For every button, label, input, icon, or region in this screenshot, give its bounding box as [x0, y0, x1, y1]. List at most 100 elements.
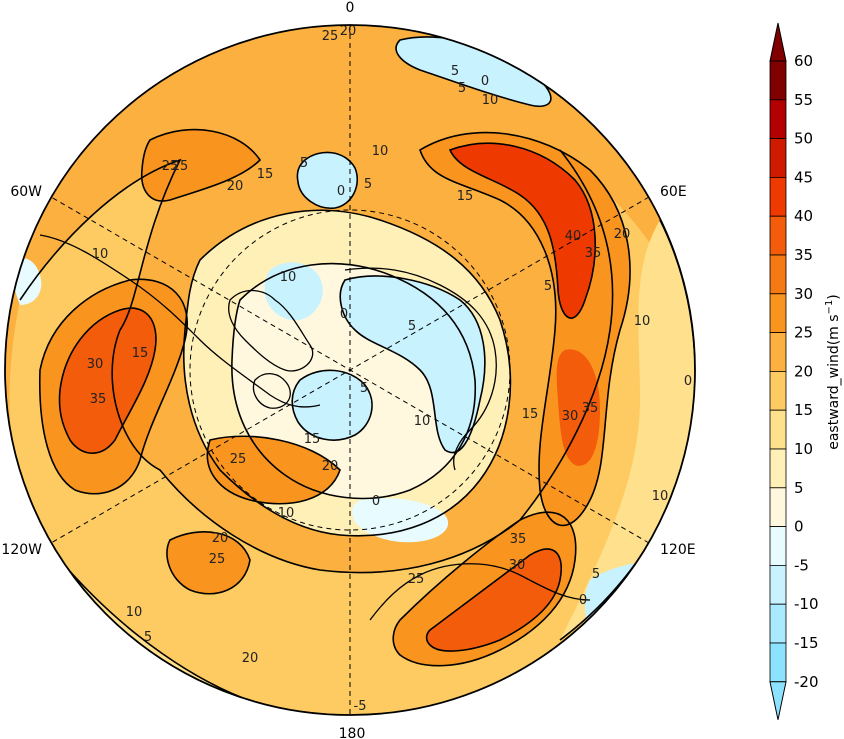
- lon-label-0: 0: [346, 0, 355, 16]
- coastline-arctic-islands: [252, 373, 291, 409]
- region-easterly-top: [396, 36, 551, 107]
- contour-label: 0: [337, 184, 345, 199]
- contour-label: 25: [209, 552, 226, 567]
- contour-line: [166, 531, 251, 595]
- contour-label-layer: 25 20505102520151540352051003035151035302…: [87, 24, 692, 714]
- contour-label: 25: [408, 572, 425, 587]
- colorbar-tick-label: 15: [794, 401, 813, 419]
- colorbar-tick-label: 5: [794, 479, 804, 497]
- contour-label: 10: [372, 144, 389, 159]
- colorbar-tick-label: -10: [794, 595, 819, 613]
- map-border: [4, 24, 696, 716]
- colorbar-tick-label: 60: [794, 52, 813, 70]
- region-easterly-n: [297, 152, 358, 209]
- colorbar-tick-label: 50: [794, 130, 813, 148]
- lon-label-60e: 60E: [660, 184, 687, 200]
- graticule: [50, 25, 650, 715]
- jet-north: [141, 129, 260, 201]
- colorbar-tick-label: 25: [794, 324, 813, 342]
- colorbar-swatch: [769, 642, 787, 683]
- contour-label: 25: [172, 159, 189, 174]
- contour-label: 15: [522, 407, 539, 422]
- contour-label: 40: [565, 229, 582, 244]
- contour-label: 5: [364, 177, 372, 192]
- colorbar-tick-label: -15: [794, 634, 819, 652]
- contour-label: 10: [482, 93, 499, 108]
- contour-line: [141, 128, 262, 202]
- contour-label: 10: [652, 489, 669, 504]
- contour-label: 5: [451, 64, 459, 79]
- contour-line: [206, 435, 341, 505]
- contour-line: [448, 142, 597, 319]
- contour-label: 10: [92, 247, 109, 262]
- region-easterly-pole: [292, 370, 373, 441]
- contour-label: 20: [242, 651, 259, 666]
- contour-label: 10: [126, 605, 143, 620]
- region-easterly-w: [264, 262, 323, 321]
- contour-label: 0: [579, 593, 587, 608]
- contour-line: [182, 209, 512, 537]
- meridian-120e-60w: [50, 196, 650, 544]
- contour-label: 10: [414, 414, 431, 429]
- jet-atlantic-core: [59, 308, 156, 454]
- jet-eurasia-lower: [556, 349, 600, 466]
- colorbar-extend-max: [769, 22, 787, 62]
- colorbar-swatch: [769, 370, 787, 411]
- contour-line: [231, 262, 477, 500]
- colorbar-swatch: [769, 526, 787, 566]
- lon-label-120e: 120E: [660, 542, 696, 558]
- jet-pacific-core: [426, 549, 562, 652]
- contour-label: 10: [280, 270, 297, 285]
- contour-line: [58, 307, 157, 454]
- contour-line: [291, 369, 373, 441]
- region-easterly-center: [340, 276, 485, 453]
- colorbar-title-close: ): [826, 294, 842, 299]
- contour-label: 5: [360, 381, 368, 396]
- colorbar-swatch: [769, 99, 787, 140]
- colorbar-swatch: [769, 409, 787, 450]
- jet-southwest: [166, 531, 250, 594]
- contour-label: 15: [304, 432, 321, 447]
- colorbar-tick-label: 40: [794, 207, 813, 225]
- colorbar-swatch: [769, 138, 787, 178]
- contour-label: 35: [90, 392, 107, 407]
- contour-label: 0: [372, 494, 380, 509]
- contour-label: 10: [634, 314, 651, 329]
- colorbar-swatch: [769, 215, 787, 256]
- contour-label: 15: [457, 189, 474, 204]
- coastline-north-america: [39, 234, 321, 408]
- contour-label: 35: [585, 246, 602, 261]
- contour-label: 0: [684, 374, 692, 389]
- contour-line: [38, 278, 188, 495]
- coastline-greenland: [228, 289, 314, 372]
- contour-label: 35: [582, 401, 599, 416]
- colorbar-tick-label: -5: [794, 556, 809, 574]
- colorbar-tick-label: 55: [794, 91, 813, 109]
- colorbar-tick-label: -20: [794, 673, 819, 691]
- lon-label-60w: 60W: [10, 184, 42, 200]
- region-easterly-s: [352, 498, 449, 543]
- lon-label-180: 180: [339, 726, 366, 739]
- colorbar-swatch: [769, 565, 787, 605]
- contour-label: 5: [300, 156, 308, 171]
- contour-line: [339, 275, 486, 454]
- colorbar-swatch: [769, 332, 787, 372]
- contour-line: [419, 131, 631, 527]
- contour-label: 25: [162, 159, 179, 174]
- contour-label: 0: [481, 74, 489, 89]
- region-weak-rim: [560, 220, 695, 640]
- colorbar-tick-label: 10: [794, 440, 813, 458]
- contour-label: 15: [132, 346, 149, 361]
- coastline-eurasia: [344, 267, 497, 471]
- contour-label: 20: [614, 227, 631, 242]
- contour-label: 0: [340, 307, 348, 322]
- coastline-pacific: [369, 563, 591, 621]
- colorbar-swatch: [769, 176, 787, 217]
- contour-label: 30: [509, 558, 526, 573]
- contour-line: [296, 151, 359, 209]
- contour-label: 5: [592, 567, 600, 582]
- colorbar-tick-label: 30: [794, 285, 813, 303]
- lon-label-120w: 120W: [1, 542, 42, 558]
